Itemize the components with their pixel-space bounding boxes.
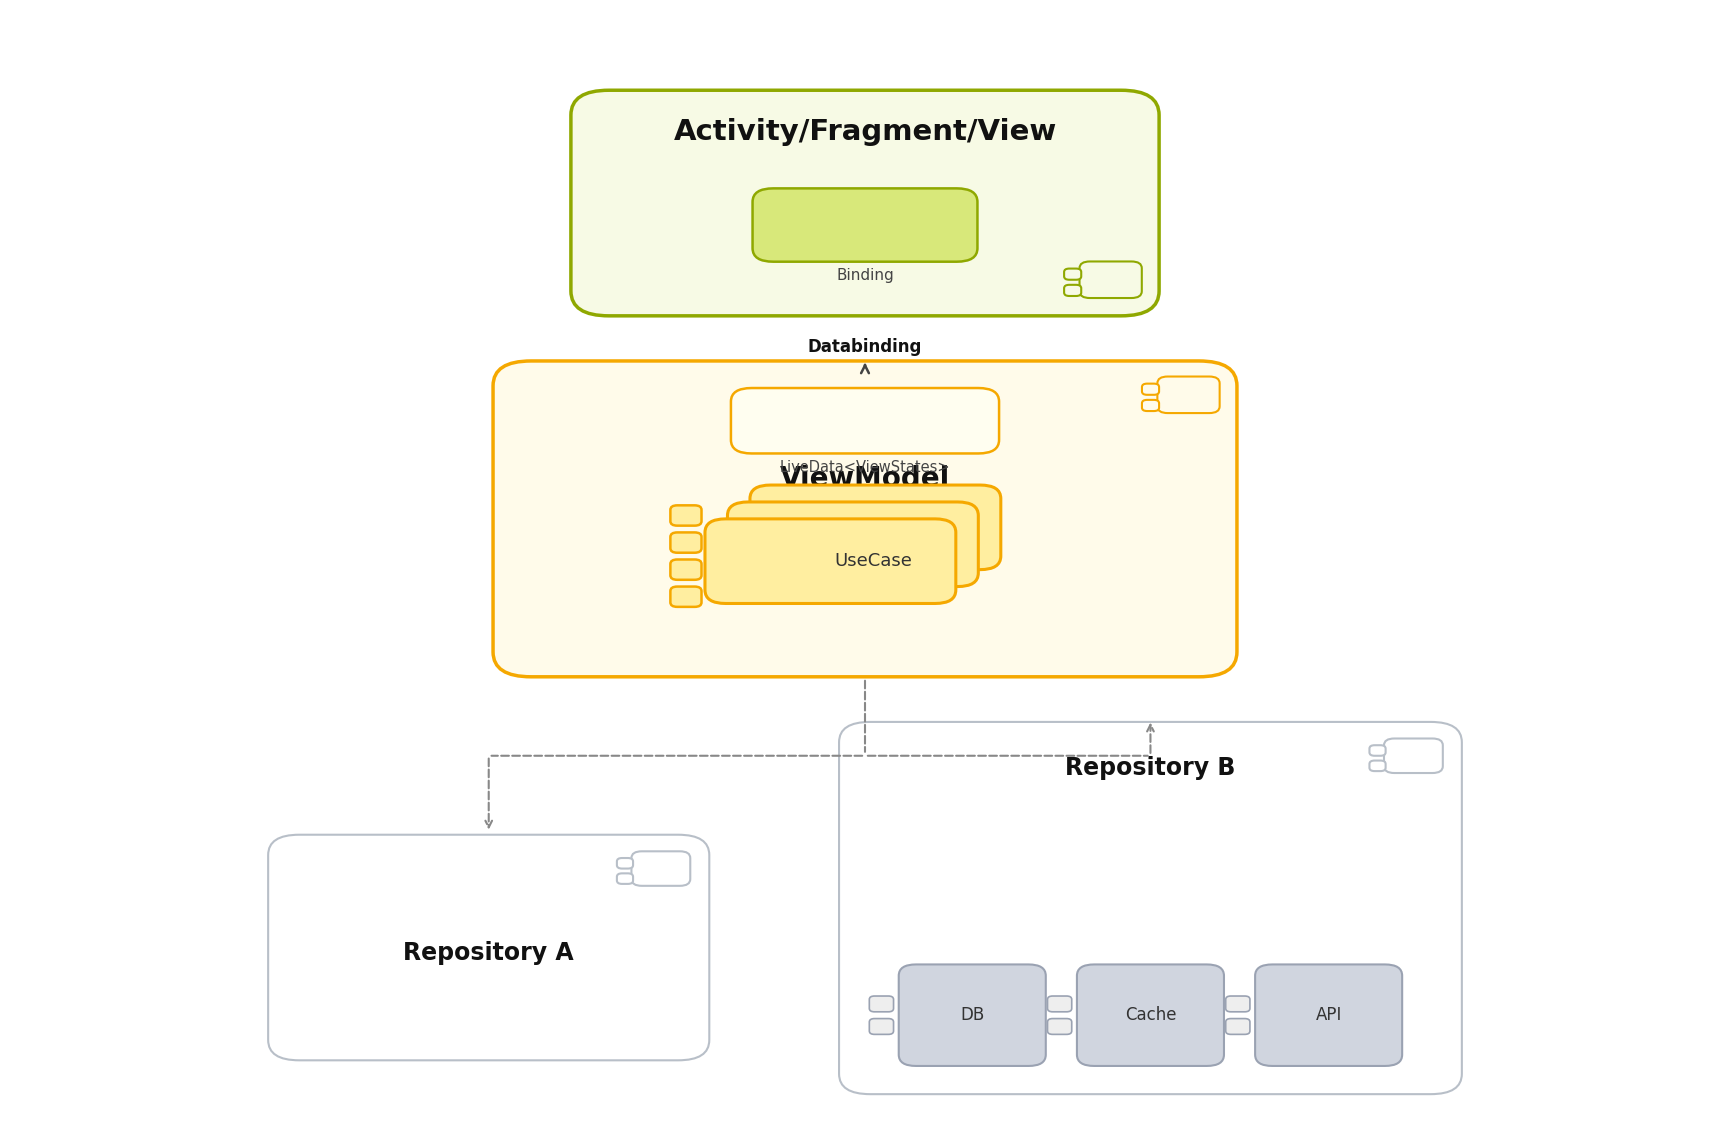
FancyBboxPatch shape [1064, 284, 1081, 296]
Text: Cache: Cache [1124, 1006, 1176, 1024]
FancyBboxPatch shape [268, 835, 709, 1060]
FancyBboxPatch shape [1080, 262, 1142, 298]
Text: Activity/Fragment/View: Activity/Fragment/View [673, 118, 1057, 147]
FancyBboxPatch shape [1064, 268, 1081, 280]
FancyBboxPatch shape [1225, 1019, 1249, 1034]
FancyBboxPatch shape [493, 361, 1237, 677]
FancyBboxPatch shape [839, 722, 1462, 1094]
FancyBboxPatch shape [1370, 746, 1386, 756]
FancyBboxPatch shape [670, 587, 702, 607]
FancyBboxPatch shape [1076, 964, 1225, 1066]
FancyBboxPatch shape [753, 188, 977, 262]
Text: DB: DB [960, 1006, 984, 1024]
FancyBboxPatch shape [1370, 760, 1386, 772]
Text: ViewModel: ViewModel [780, 466, 950, 493]
Text: Databinding: Databinding [808, 338, 922, 356]
FancyBboxPatch shape [1142, 384, 1159, 395]
FancyBboxPatch shape [618, 858, 633, 869]
FancyBboxPatch shape [670, 505, 702, 526]
FancyBboxPatch shape [1256, 964, 1401, 1066]
FancyBboxPatch shape [730, 388, 1000, 453]
FancyBboxPatch shape [670, 532, 702, 553]
FancyBboxPatch shape [571, 90, 1159, 316]
Text: Repository B: Repository B [1066, 756, 1235, 779]
FancyBboxPatch shape [631, 852, 690, 885]
Text: API: API [1315, 1006, 1342, 1024]
FancyBboxPatch shape [1047, 996, 1071, 1012]
FancyBboxPatch shape [706, 519, 955, 603]
FancyBboxPatch shape [1225, 996, 1249, 1012]
Text: UseCase: UseCase [834, 553, 913, 570]
FancyBboxPatch shape [618, 873, 633, 884]
FancyBboxPatch shape [727, 502, 979, 587]
FancyBboxPatch shape [868, 1019, 893, 1034]
FancyBboxPatch shape [751, 485, 1002, 570]
Text: Binding: Binding [836, 268, 894, 283]
FancyBboxPatch shape [1142, 399, 1159, 411]
FancyBboxPatch shape [1157, 377, 1220, 413]
Text: Repository A: Repository A [403, 941, 574, 966]
FancyBboxPatch shape [868, 996, 893, 1012]
FancyBboxPatch shape [900, 964, 1045, 1066]
FancyBboxPatch shape [670, 559, 702, 580]
FancyBboxPatch shape [1047, 1019, 1071, 1034]
Text: LiveData<ViewStates>: LiveData<ViewStates> [780, 460, 950, 475]
FancyBboxPatch shape [1384, 739, 1443, 773]
